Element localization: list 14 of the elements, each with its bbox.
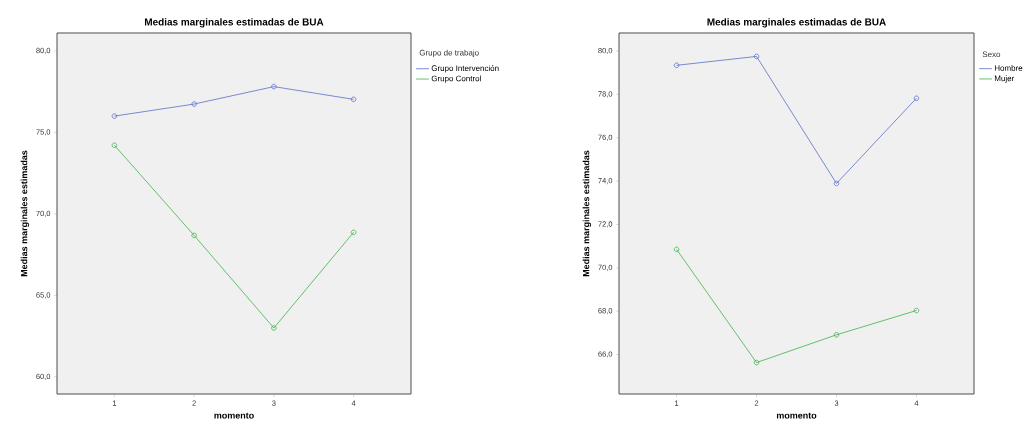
y-axis-title: Medias marginales estimadas (20, 150, 30, 277)
point (191, 101, 197, 107)
point (191, 232, 197, 239)
point (271, 325, 277, 331)
chart-title: Medias marginales estimadas de BUA (707, 18, 886, 28)
chart-title: Medias marginales estimadas de BUA (144, 18, 324, 28)
y-axis-title: Medias marginales estimadas (582, 150, 592, 277)
point (833, 180, 840, 187)
point (753, 53, 760, 60)
point (271, 83, 277, 90)
point (833, 332, 840, 338)
x-axis-title: momento (776, 412, 817, 419)
point (753, 359, 760, 366)
x-axis-title: momento (214, 412, 254, 419)
